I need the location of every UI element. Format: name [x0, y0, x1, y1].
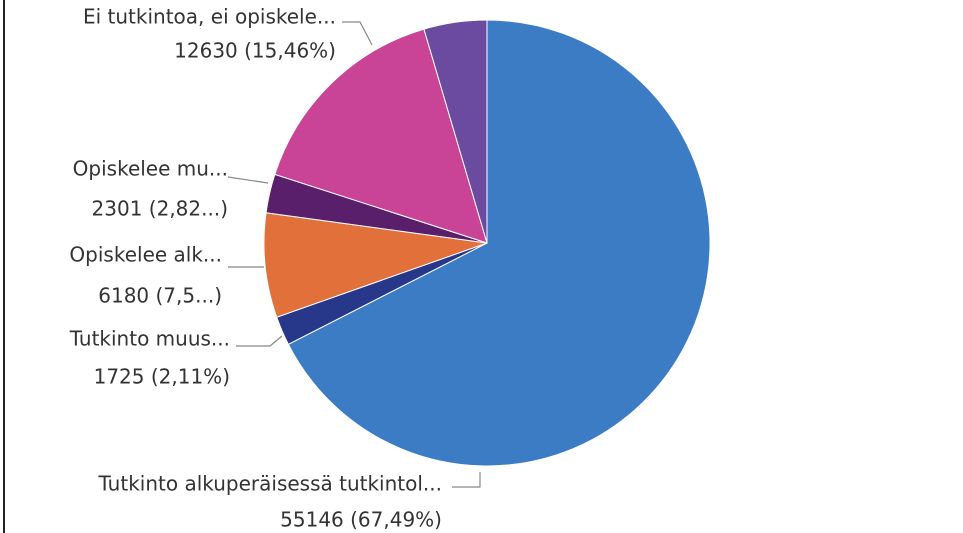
slice-label: Opiskelee mu...	[73, 157, 228, 181]
slice-value-label: 1725 (2,11%)	[94, 365, 230, 389]
slice-value-label: 6180 (7,5...)	[98, 284, 222, 308]
leader-line	[227, 176, 269, 184]
slice-value-label: 2301 (2,82...)	[92, 197, 228, 221]
pie-slice	[423, 19, 488, 244]
slice-label: Ei tutkintoa, ei opiskele...	[83, 5, 336, 29]
leader-line	[236, 335, 283, 347]
slice-value-label: 12630 (15,46%)	[174, 39, 336, 63]
slice-label: Tutkinto muus...	[69, 327, 230, 351]
slice-value-label: 55146 (67,49%)	[280, 508, 442, 532]
slice-label: Opiskelee alk...	[69, 243, 222, 267]
pie-slice	[287, 19, 711, 467]
pie-slice	[263, 212, 488, 318]
leader-line	[342, 21, 373, 46]
leader-line	[452, 472, 481, 488]
pie-slice	[274, 28, 488, 244]
slice-label: Tutkinto alkuperäisessä tutkintol...	[98, 472, 443, 496]
